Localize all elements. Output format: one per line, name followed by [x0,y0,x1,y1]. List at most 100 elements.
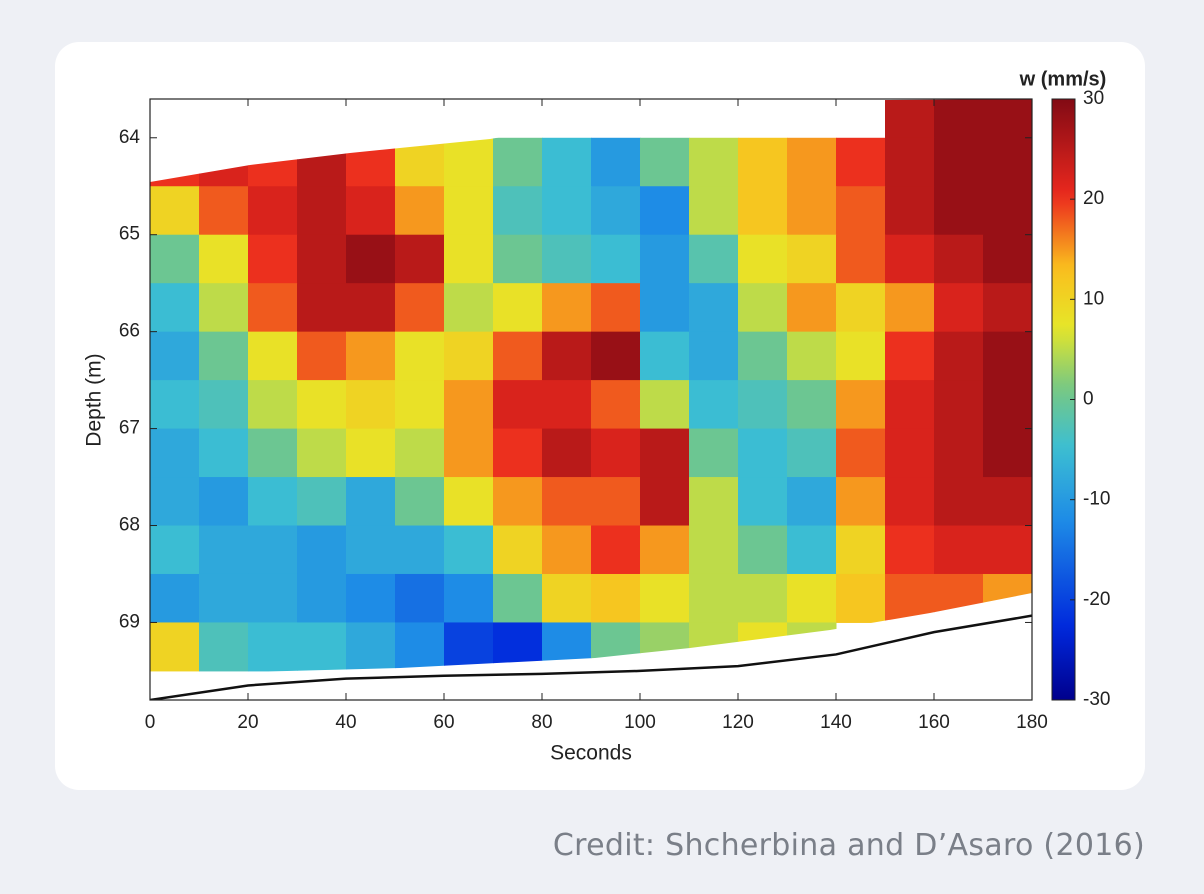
heatmap-cell [493,380,543,430]
heatmap-cell [836,428,886,478]
heatmap-cell [150,380,200,430]
heatmap-cell [983,137,1032,187]
plot-frame [149,98,1033,701]
heatmap-cell [738,380,788,430]
heatmap-cell [689,525,739,575]
heatmap-cell [934,380,984,430]
heatmap-cell [493,137,543,187]
heatmap-cell [395,428,445,478]
heatmap-cell [542,137,592,187]
heatmap-cell [248,622,298,672]
heatmap-cell [297,573,347,623]
heatmap-cell [640,477,690,527]
heatmap-cell [346,573,396,623]
heatmap-cell [346,380,396,430]
x-tick-label: 180 [1016,712,1048,733]
depth-trace [150,614,1032,700]
heatmap-cell [983,234,1032,284]
heatmap-cell [934,283,984,333]
heatmap-cell [297,137,347,187]
heatmap-cell [689,234,739,284]
heatmap-cell [542,573,592,623]
heatmap-cell [836,525,886,575]
heatmap-cell [640,573,690,623]
heatmap-cell [640,428,690,478]
heatmap-cell [885,331,935,381]
heatmap-cell [346,525,396,575]
heatmap-cell [787,573,837,623]
heatmap-cell [591,137,641,187]
heatmap-cell [150,283,200,333]
heatmap-cell [689,380,739,430]
heatmap-cell [640,331,690,381]
heatmap-cell [885,477,935,527]
heatmap-cell [983,331,1032,381]
heatmap-cell [199,622,249,672]
heatmap-cell [542,477,592,527]
heatmap-cell [689,622,739,672]
colorbar-tick-label: -20 [1083,589,1110,610]
heatmap-cell [787,137,837,187]
heatmap-cell [689,477,739,527]
heatmap-cell [934,186,984,236]
heatmap-cell [150,622,200,672]
colorbar-tick-label: 30 [1083,88,1104,109]
heatmap-cell [248,573,298,623]
heatmap-cell [591,525,641,575]
heatmap-cell [983,428,1032,478]
heatmap-cell [885,137,935,187]
heatmap-cell [591,283,641,333]
heatmap-cell [542,186,592,236]
heatmap-cell [640,525,690,575]
heatmap-cell [542,283,592,333]
y-tick-label: 66 [119,321,140,342]
heatmap-cell [297,622,347,672]
heatmap-cell [885,525,935,575]
heatmap-cell [591,477,641,527]
heatmap-cell [150,331,200,381]
heatmap-cell [983,477,1032,527]
heatmap-cell [150,137,200,187]
heatmap-cell [640,186,690,236]
heatmap-cell [934,573,984,623]
heatmap-cell [640,622,690,672]
heatmap-cell [248,186,298,236]
heatmap-cell [199,234,249,284]
heatmap-cell [248,137,298,187]
heatmap-cell [297,428,347,478]
heatmap-cell [395,331,445,381]
heatmap-cell [444,525,494,575]
heatmap-cell [787,234,837,284]
heatmap-cell [150,477,200,527]
heatmap-cell [983,380,1032,430]
x-tick-label: 20 [237,712,258,733]
heatmap-cell [640,380,690,430]
heatmap-cell [395,186,445,236]
heatmap-cell [885,428,935,478]
heatmap-cell [248,234,298,284]
heatmap-cell [493,573,543,623]
heatmap-cell [542,525,592,575]
heatmap-cell [395,573,445,623]
heatmap-cell [836,137,886,187]
heatmap-cell [150,525,200,575]
heatmap-cell [395,234,445,284]
heatmap-cell [493,477,543,527]
heatmap-cell [199,573,249,623]
heatmap-cell [934,477,984,527]
heatmap-cell [787,477,837,527]
heatmap-cell [836,234,886,284]
heatmap-cell [150,573,200,623]
heatmap-cell [983,186,1032,236]
heatmap-cell [395,137,445,187]
heatmap-cell [836,331,886,381]
heatmap-cell [836,186,886,236]
heatmap-cell [395,380,445,430]
heatmap-cell [297,283,347,333]
heatmap-cell [591,428,641,478]
heatmap-cell [150,428,200,478]
heatmap-cell [346,137,396,187]
colorbar-tick-label: -30 [1083,689,1110,710]
heatmap-cell [836,477,886,527]
